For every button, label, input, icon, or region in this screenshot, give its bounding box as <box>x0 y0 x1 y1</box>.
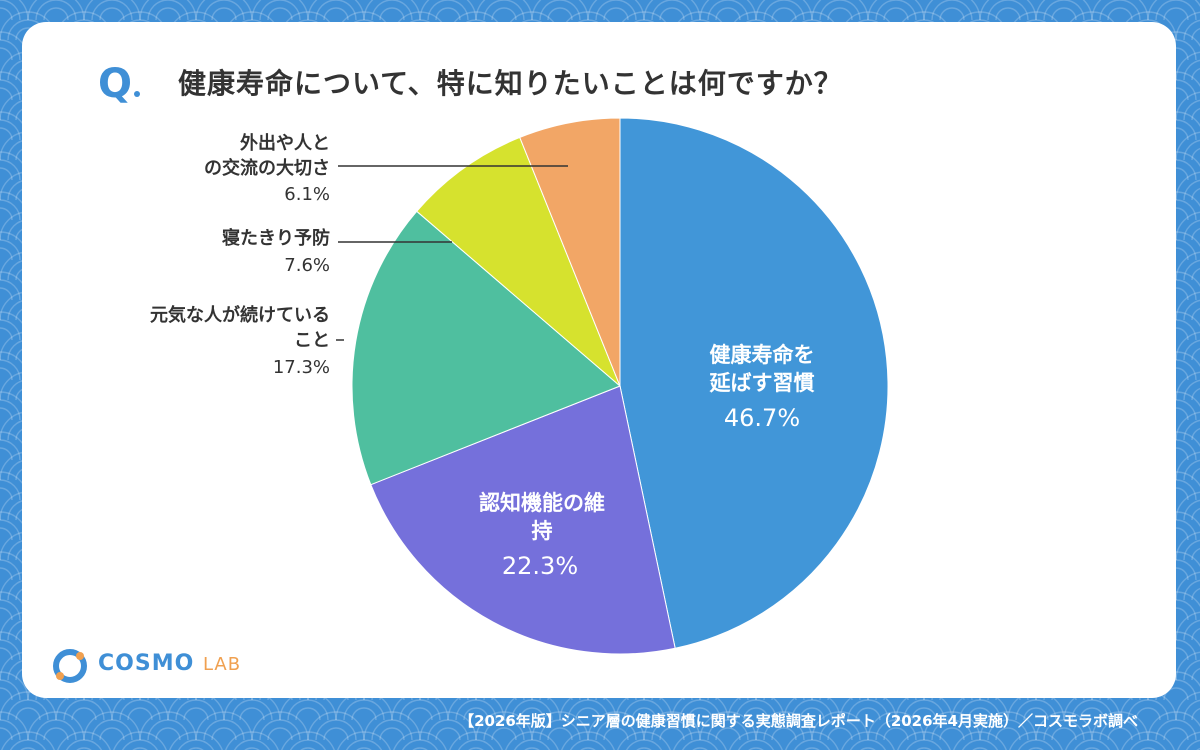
pie-slice <box>619 117 889 649</box>
slice-label-text: 外出や人と <box>240 132 330 154</box>
logo-text-main: COSMO <box>98 651 195 676</box>
slice-label-text: 延ばす習慣 <box>709 371 815 395</box>
logo-text: COSMO LAB <box>98 651 241 676</box>
pie-slice <box>416 136 621 387</box>
pie-slice <box>351 210 621 486</box>
slice-label-text: 持 <box>532 519 553 543</box>
slice-label-text: 認知機能の維 <box>479 491 605 515</box>
slice-label-text: の交流の大切さ <box>204 157 330 179</box>
pie-slice <box>519 117 621 387</box>
slice-value-label: 46.7% <box>724 404 800 432</box>
slice-label-text: こと <box>294 330 330 351</box>
slice-value-label: 7.6% <box>284 255 330 276</box>
source-footer: 【2026年版】シニア層の健康習慣に関する実態調査レポート（2026年4月実施）… <box>459 712 1138 730</box>
slice-label-text: 健康寿命を <box>710 343 815 367</box>
slice-value-label: 17.3% <box>273 357 330 378</box>
logo-text-sub: LAB <box>202 654 242 675</box>
slice-value-label: 22.3% <box>502 552 578 580</box>
question-marker: Q <box>98 64 141 104</box>
question-title: 健康寿命について、特に知りたいことは何ですか？ <box>178 67 843 100</box>
slice-label-text: 元気な人が続けている <box>150 304 330 326</box>
slice-label-text: 寝たきり予防 <box>222 227 330 249</box>
pie-slice <box>370 385 676 655</box>
cosmo-lab-logo <box>53 649 87 683</box>
slice-value-label: 6.1% <box>284 184 330 205</box>
